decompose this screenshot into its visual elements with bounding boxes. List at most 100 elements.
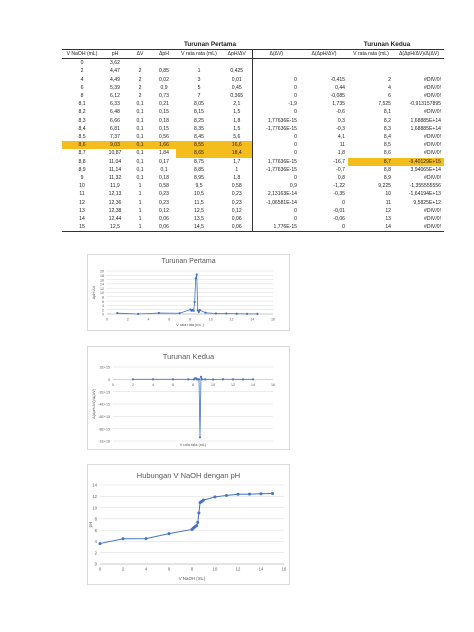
table-cell: [252, 67, 300, 75]
table-cell: 0,365: [222, 92, 253, 101]
table-cell: 1,66: [152, 141, 176, 150]
column-header: Δ(ΔpH/ΔV): [300, 48, 348, 60]
x-tick-label: 10: [213, 567, 218, 572]
table-cell: 7,37: [110, 134, 120, 141]
data-point: [231, 378, 235, 381]
data-point: [236, 492, 240, 496]
table-cell: -1,06581E-14: [266, 199, 297, 206]
data-point: [197, 310, 200, 313]
table-cell: 13: [79, 207, 85, 214]
data-point: [131, 378, 135, 381]
table-cell: 1,5: [222, 108, 253, 117]
table-cell: 0: [294, 84, 297, 91]
table-cell: 1,68885E+14: [410, 117, 441, 124]
column-header: Δ(ΔV): [252, 48, 300, 60]
table-cell: 0,02: [159, 76, 169, 83]
table-cell: [394, 67, 444, 75]
column-header: ΔV: [128, 48, 152, 60]
table-cell: 0,1: [136, 125, 144, 132]
data-point: [204, 378, 207, 381]
table-section-titles: Turunan Pertama Turunan Kedua: [62, 41, 444, 50]
x-tick-label: 14: [250, 318, 254, 322]
x-tick-label: 14: [251, 383, 255, 387]
table-cell: 0: [294, 142, 297, 149]
y-axis-label: Δ(ΔpH/ΔV)/Δ(ΔV): [92, 388, 96, 419]
table-cell: 8,4: [383, 134, 391, 141]
x-tick-label: 6: [168, 318, 170, 322]
table-cell: 11,04: [108, 158, 122, 165]
x-tick-label: 12: [231, 383, 235, 387]
column-header: Δ(ΔpH/ΔV)/Δ(ΔV): [394, 48, 444, 60]
table-row: 14 12,44 1 0,06 13,5 0,06 0 -0,06 13 #DIV/0!: [62, 215, 444, 224]
table-cell: 8,35: [194, 125, 204, 132]
table-cell: 8,95: [194, 175, 204, 182]
table-cell: 15: [62, 223, 102, 233]
table-cell: 1: [138, 199, 142, 206]
x-tick-label: 2: [127, 318, 129, 322]
table-cell: 5: [197, 84, 201, 91]
table-cell: #DIV/0!: [424, 150, 441, 157]
data-point: [192, 309, 195, 312]
table-cell: 6,12: [110, 93, 120, 100]
x-axis-label: V rata rata (mL): [180, 443, 207, 447]
table-cell: -0,35: [333, 191, 345, 198]
table-cell: 8,45: [194, 134, 204, 141]
table-cell: 6,33: [110, 101, 120, 108]
table-cell: 6: [80, 84, 84, 91]
table-cell: 4: [80, 76, 84, 83]
x-tick-label: 16: [282, 567, 287, 572]
table-cell: 1: [138, 183, 142, 190]
data-point: [167, 532, 171, 536]
table-cell: #DIV/0!: [424, 175, 441, 182]
table-cell: 2,1: [222, 100, 253, 109]
table-cell: 8,8: [78, 158, 86, 165]
table-cell: #DIV/0!: [424, 216, 441, 223]
table-cell: 10,87: [108, 150, 122, 157]
x-tick-label: 2: [132, 383, 134, 387]
data-point: [193, 300, 196, 304]
table-cell: 11,9: [110, 183, 120, 190]
table-cell: 12,38: [108, 207, 122, 214]
table-cell: 12,5: [194, 207, 204, 214]
table-cell: 0,58: [222, 182, 253, 191]
data-point: [196, 520, 200, 524]
table-cell: #DIV/0!: [424, 109, 441, 116]
y-tick-label: 0: [108, 378, 110, 382]
table-cell: 0,23: [222, 190, 253, 199]
table-cell: 0,56: [159, 134, 169, 141]
table-cell: 2: [138, 93, 142, 100]
table-cell: 0,8: [337, 175, 345, 182]
column-header: V rata rata (mL): [348, 48, 394, 60]
table-cell: 1,7: [222, 157, 253, 166]
table-cell: 10,5: [194, 191, 204, 198]
table-cell: 9,5: [195, 183, 203, 190]
table-cell: 18,4: [222, 149, 253, 158]
data-point: [194, 277, 197, 280]
table-cell: 1,84: [159, 150, 169, 157]
table-cell: 1: [222, 165, 253, 175]
table-cell: 1,735: [332, 101, 345, 108]
data-point: [157, 311, 160, 315]
table-cell: 12,13: [108, 191, 122, 198]
table-row: 12 12,36 1 0,23 11,5 0,23 -1,06581E-14 0 11 9,582…: [62, 198, 444, 207]
table-cell: 8,4: [78, 125, 86, 132]
table-cell: -0,085: [330, 93, 345, 100]
column-header: V rata rata (mL): [176, 48, 222, 60]
table-header-row: V NaOH (mL) pH ΔV ΔpH V rata rata (mL) ΔpH/ΔV…: [62, 48, 444, 60]
table-cell: [222, 58, 253, 68]
table-cell: #DIV/0!: [424, 207, 441, 214]
data-point: [225, 312, 228, 315]
table-cell: 7: [197, 93, 201, 100]
table-cell: 1: [138, 191, 142, 198]
data-point: [197, 511, 201, 515]
table-cell: 4,47: [110, 68, 120, 75]
second-derivative-chart: Turunan Kedua 2E+15 0 -2E+15 -4E+15 -6E+15 -8…: [87, 346, 290, 450]
table-cell: 0,73: [159, 93, 169, 100]
table-cell: 0,01: [222, 75, 253, 84]
table-cell: 1,77636E-15: [267, 117, 297, 124]
table-row: 8,3 6,66 0,1 0,18 8,25 1,8 1,77636E-15 0,3 8,2 1,…: [62, 116, 444, 125]
table-cell: 2: [388, 76, 391, 83]
data-point: [171, 378, 175, 381]
data-point: [202, 498, 205, 502]
data-point: [256, 312, 259, 315]
